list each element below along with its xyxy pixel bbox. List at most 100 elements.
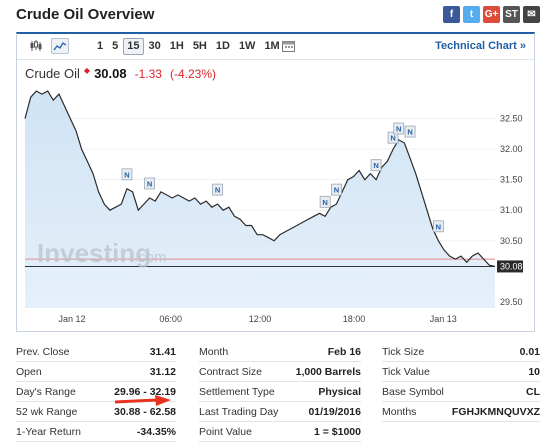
period-5h[interactable]: 5H (192, 40, 207, 52)
stat-label: Base Symbol (382, 385, 444, 398)
google-plus-icon[interactable]: G+ (483, 6, 500, 23)
email-icon[interactable]: ✉ (523, 6, 540, 23)
watermark-suffix: .com (134, 249, 167, 266)
candlestick-icon[interactable] (27, 38, 45, 54)
price-change-percent: (-4.23%) (169, 67, 216, 81)
x-tick-label: Jan 13 (430, 314, 457, 324)
period-1m[interactable]: 1M (264, 40, 280, 52)
period-5[interactable]: 5 (112, 40, 119, 52)
stocktwits-icon[interactable]: ST (503, 6, 520, 23)
stats-column-2: Month Feb 16 Contract Size 1,000 Barrels Set… (199, 342, 361, 442)
stat-value: 29.96 - 32.19 (114, 385, 176, 398)
stat-value: 31.41 (149, 345, 176, 358)
stat-value: FGHJKMNQUVXZ (451, 405, 540, 418)
news-marker-box[interactable] (144, 177, 155, 190)
y-tick-label: 29.50 (500, 297, 523, 307)
news-marker-box[interactable] (370, 159, 382, 172)
stat-label: Settlement Type (199, 385, 275, 398)
down-diamond-icon: ◆ (83, 66, 91, 75)
news-marker-label[interactable]: N (407, 128, 412, 137)
news-marker[interactable]: N (432, 220, 444, 233)
stat-label: Tick Size (382, 345, 425, 358)
red-arrow-annotation (114, 395, 171, 406)
news-marker[interactable]: N (387, 131, 399, 144)
twitter-icon[interactable]: t (463, 6, 480, 23)
stat-label: Contract Size (199, 365, 263, 378)
stat-value: 1,000 Barrels (295, 365, 361, 378)
price-chart[interactable]: Investing .com NNNNNNNNNNNN 32.5032.0031… (17, 86, 534, 332)
x-tick-label: 12:00 (249, 314, 272, 324)
watermark-brand: Investing (37, 238, 151, 268)
stat-value: 31.12 (149, 365, 176, 378)
news-marker-box[interactable] (121, 168, 133, 181)
news-marker-box[interactable] (331, 183, 342, 196)
stat-value: CL (526, 385, 540, 398)
stat-label: Open (16, 365, 42, 378)
news-marker-label[interactable]: N (124, 170, 129, 179)
stat-row: Day's Range 29.96 - 32.19 (16, 382, 176, 402)
period-1h[interactable]: 1H (169, 40, 184, 52)
area-chart-icon[interactable] (51, 38, 69, 54)
news-marker[interactable]: N (319, 195, 331, 208)
period-1w[interactable]: 1W (238, 40, 256, 52)
news-marker-label[interactable]: N (390, 134, 395, 143)
stat-label: Prev. Close (16, 345, 70, 358)
period-30[interactable]: 30 (148, 40, 161, 52)
news-marker[interactable]: N (331, 183, 342, 196)
facebook-icon[interactable]: f (443, 6, 460, 23)
stat-label: 1-Year Return (16, 425, 81, 438)
news-marker-label[interactable]: N (334, 186, 339, 195)
quote-line: Crude Oil ◆ 30.08 -1.33 (-4.23%) (25, 66, 216, 81)
x-tick-label: 18:00 (343, 314, 366, 324)
page-title: Crude Oil Overview (16, 6, 155, 23)
stat-row: Last Trading Day 01/19/2016 (199, 402, 361, 422)
news-marker[interactable]: N (121, 168, 133, 181)
calendar-icon[interactable] (279, 38, 297, 54)
news-marker-box[interactable] (432, 220, 444, 233)
news-marker-box[interactable] (212, 183, 223, 196)
y-tick-label: 32.00 (500, 144, 523, 154)
news-marker-label[interactable]: N (373, 161, 378, 170)
stat-label: Months (382, 405, 417, 418)
news-marker-box[interactable] (387, 131, 399, 144)
technical-chart-link[interactable]: Technical Chart » (435, 40, 526, 52)
news-marker[interactable]: N (144, 177, 155, 190)
period-1d[interactable]: 1D (215, 40, 230, 52)
news-marker-label[interactable]: N (147, 180, 152, 189)
stats-column-3: Tick Size 0.01 Tick Value 10 Base Symbol CL Mo… (382, 342, 540, 422)
stat-row: Months FGHJKMNQUVXZ (382, 402, 540, 422)
stat-row: Point Value 1 = $1000 (199, 422, 361, 442)
period-selector: 1 5 15 30 1H 5H 1D 1W 1M (93, 38, 284, 55)
stat-row: Contract Size 1,000 Barrels (199, 362, 361, 382)
y-tick-label: 31.50 (500, 175, 523, 185)
news-marker[interactable]: N (370, 159, 382, 172)
news-marker[interactable]: N (212, 183, 223, 196)
y-tick-label: 31.00 (500, 205, 523, 215)
stats-column-1: Prev. Close 31.41 Open 31.12 Day's Range 29.9… (16, 342, 176, 442)
stat-row: Prev. Close 31.41 (16, 342, 176, 362)
stat-row: Tick Value 10 (382, 362, 540, 382)
chart-panel: 1 5 15 30 1H 5H 1D 1W 1M Technical Chart… (16, 32, 535, 332)
x-tick-label: Jan 12 (58, 314, 85, 324)
news-marker[interactable]: N (404, 125, 416, 138)
stat-row: Open 31.12 (16, 362, 176, 382)
stat-label: Tick Value (382, 365, 430, 378)
period-15[interactable]: 15 (123, 38, 144, 55)
news-marker-label[interactable]: N (215, 186, 220, 195)
news-marker-box[interactable] (319, 195, 331, 208)
stat-row: Tick Size 0.01 (382, 342, 540, 362)
last-price: 30.08 (94, 66, 127, 81)
period-1[interactable]: 1 (97, 40, 104, 52)
stat-value: 1 = $1000 (313, 425, 361, 438)
news-marker-box[interactable] (393, 122, 405, 135)
news-marker-label[interactable]: N (436, 222, 441, 231)
news-marker-box[interactable] (404, 125, 416, 138)
x-tick-label: 06:00 (159, 314, 182, 324)
news-marker-label[interactable]: N (396, 125, 401, 134)
news-marker-label[interactable]: N (322, 198, 327, 207)
stat-label: 52 wk Range (16, 405, 78, 418)
stat-row: Month Feb 16 (199, 342, 361, 362)
stat-value: 10 (528, 365, 540, 378)
stat-label: Month (199, 345, 229, 358)
news-marker[interactable]: N (393, 122, 405, 135)
